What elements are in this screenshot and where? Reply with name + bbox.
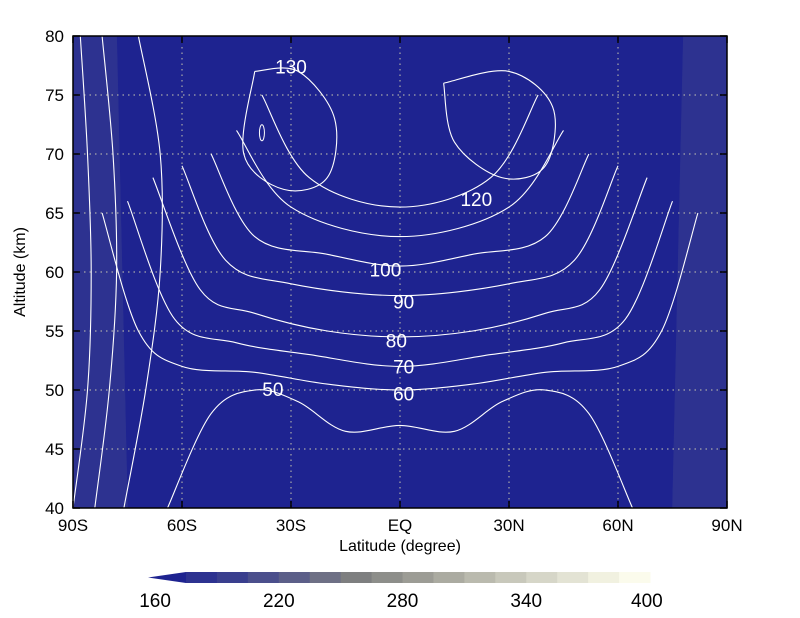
colorbar-swatch	[588, 572, 620, 583]
contour-label: 90	[393, 293, 414, 314]
colorbar-tick-label: 160	[139, 591, 171, 612]
contour-label: 70	[393, 357, 414, 378]
colorbar-swatch	[402, 572, 434, 583]
contour-label: 100	[370, 261, 402, 282]
x-tick-label: 30N	[493, 516, 524, 535]
contour-line-80	[152, 177, 648, 338]
colorbar-swatch	[495, 572, 527, 583]
grid-lines	[73, 36, 727, 508]
contour-closed-130-1	[242, 67, 338, 192]
colorbar-swatch	[186, 572, 218, 583]
y-tick-label: 75	[45, 86, 64, 105]
contour-line-30	[94, 36, 118, 508]
colorbar-swatch	[619, 572, 651, 583]
colorbar-swatch	[247, 572, 280, 583]
y-tick-label: 80	[45, 27, 64, 46]
colorbar-swatch	[371, 572, 404, 583]
y-tick-label: 60	[45, 263, 64, 282]
x-tick-label: 90S	[58, 516, 88, 535]
contour-line-50	[167, 389, 633, 508]
contour-line-40	[123, 36, 164, 508]
colorbar-tick-label: 400	[631, 591, 663, 612]
colorbar-swatch	[309, 572, 342, 583]
contour-closed-130-2	[443, 70, 556, 180]
y-tick-label: 55	[45, 322, 64, 341]
x-tick-label: 60S	[167, 516, 197, 535]
colorbar-swatch	[216, 572, 249, 583]
y-tick-label: 65	[45, 204, 64, 223]
contour-inner-loop	[258, 124, 265, 142]
colorbar-swatch	[433, 572, 465, 583]
y-tick-label: 70	[45, 145, 64, 164]
contour-line-110	[236, 130, 564, 238]
colorbar-swatch	[557, 572, 589, 583]
x-axis-label: Latitude (degree)	[339, 538, 461, 555]
axis-ticks: 90S 60S 30S EQ 30N 60N 90N 40 45 50 55 60 65 70 75 80	[45, 27, 743, 535]
contour-line-90	[181, 165, 619, 297]
y-tick-label: 40	[45, 499, 64, 518]
contour-label: 60	[393, 385, 414, 406]
colorbar-tick-label: 340	[510, 591, 542, 612]
contour-line-100	[210, 153, 590, 267]
y-tick-label: 50	[45, 381, 64, 400]
colorbar-tick-label: 280	[387, 591, 419, 612]
colorbar-tick-label: 220	[263, 591, 295, 612]
x-tick-label: 60N	[602, 516, 633, 535]
contour-line-60	[101, 212, 699, 391]
contour-label: 130	[275, 58, 307, 79]
colorbar-swatch	[340, 572, 373, 583]
x-tick-label: EQ	[388, 516, 413, 535]
y-tick-label: 45	[45, 440, 64, 459]
contour-lines: 130 120 100 90 80 70 60 50	[73, 36, 699, 508]
colorbar-swatch	[278, 572, 311, 583]
contour-line-70	[126, 200, 674, 367]
contour-label: 80	[386, 331, 407, 352]
contour-line-120	[261, 94, 539, 208]
x-tick-label: 30S	[276, 516, 306, 535]
contour-label: 120	[460, 190, 492, 211]
colorbar-swatch	[148, 572, 186, 583]
y-axis-label: Altitude (km)	[12, 227, 29, 317]
colorbar-swatch	[464, 572, 496, 583]
contour-label: 50	[262, 380, 283, 401]
contour-line-20	[73, 36, 92, 508]
x-tick-label: 90N	[711, 516, 742, 535]
colorbar: 160 220 280 340 400	[139, 572, 663, 612]
colorbar-swatch	[526, 572, 558, 583]
